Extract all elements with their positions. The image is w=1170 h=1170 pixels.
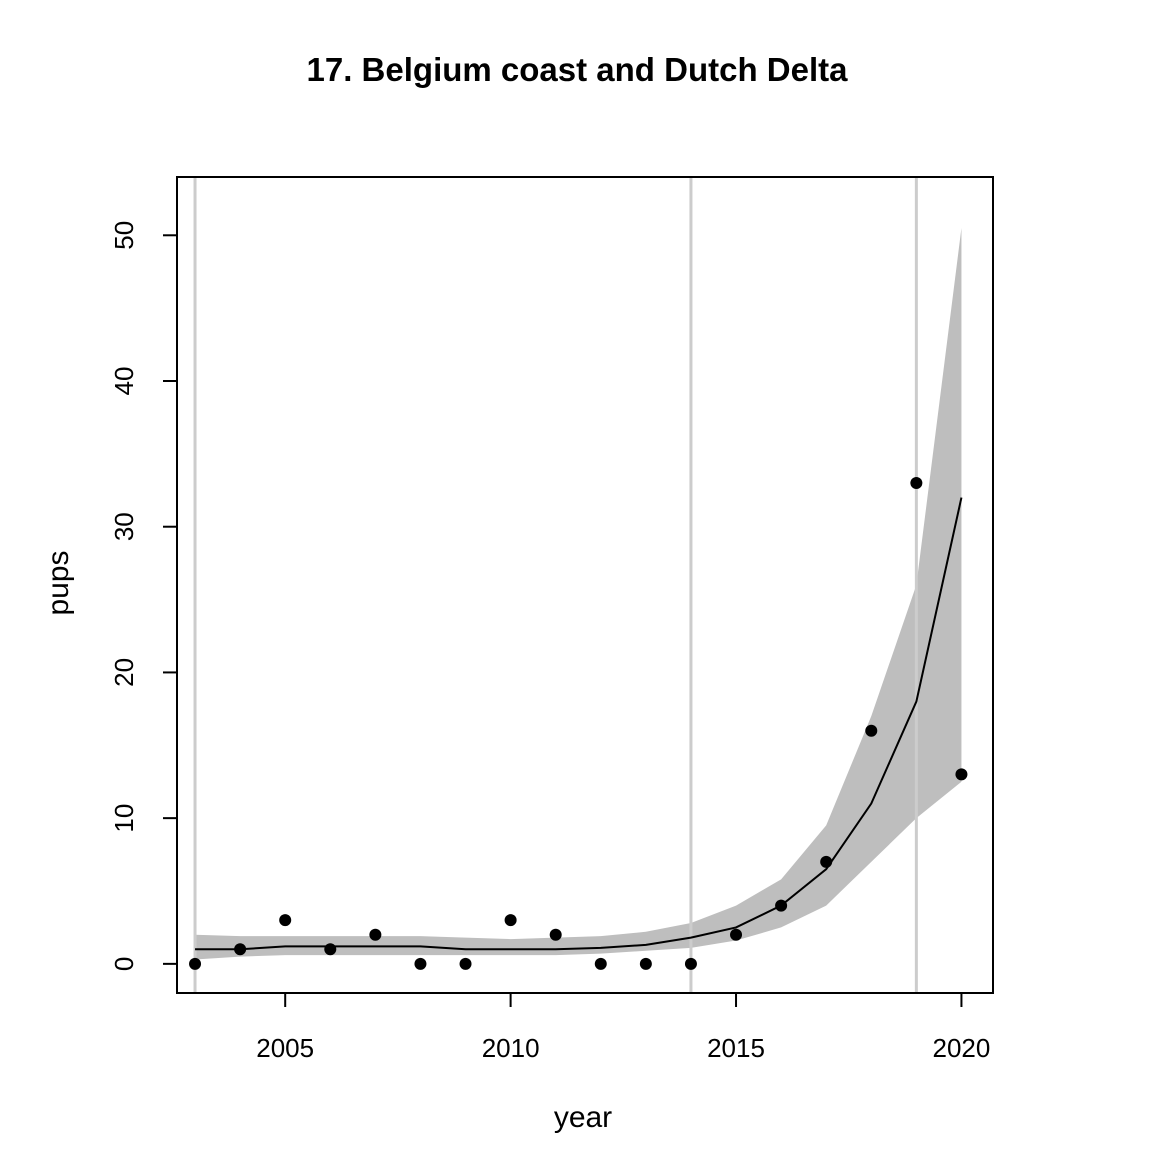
y-tick-label: 10 bbox=[109, 804, 139, 833]
y-axis-title: pups bbox=[42, 550, 75, 615]
y-tick-label: 50 bbox=[109, 221, 139, 250]
x-tick-label: 2020 bbox=[933, 1033, 991, 1063]
data-point bbox=[279, 914, 292, 927]
plot-area: 2005 2010 2015 2020 0 10 20 30 40 50 bbox=[109, 176, 994, 1063]
data-point bbox=[910, 477, 923, 489]
data-point bbox=[189, 957, 202, 970]
y-tick-label: 0 bbox=[109, 957, 139, 971]
x-tick-label: 2010 bbox=[482, 1033, 540, 1063]
y-tick-label: 30 bbox=[109, 512, 139, 541]
data-point bbox=[234, 943, 247, 956]
x-tick-label: 2015 bbox=[707, 1033, 765, 1063]
data-point bbox=[639, 957, 652, 970]
data-point bbox=[820, 855, 833, 868]
data-point bbox=[775, 899, 788, 912]
data-point bbox=[594, 957, 607, 970]
x-axis-title: year bbox=[554, 1101, 612, 1134]
chart-title: 17. Belgium coast and Dutch Delta bbox=[307, 51, 849, 88]
data-point bbox=[730, 928, 743, 941]
data-point bbox=[459, 957, 472, 970]
fitted-line bbox=[195, 497, 963, 951]
data-point bbox=[955, 768, 968, 781]
data-point bbox=[865, 724, 878, 737]
y-tick-label: 20 bbox=[109, 658, 139, 687]
data-point bbox=[684, 957, 697, 970]
data-point bbox=[549, 928, 562, 941]
data-point bbox=[414, 957, 427, 970]
plot-frame bbox=[176, 176, 994, 994]
y-tick-label: 40 bbox=[109, 367, 139, 396]
data-point bbox=[369, 928, 382, 941]
data-point bbox=[324, 943, 337, 956]
data-point bbox=[504, 914, 517, 927]
x-tick-label: 2005 bbox=[256, 1033, 314, 1063]
confidence-band bbox=[195, 228, 962, 960]
